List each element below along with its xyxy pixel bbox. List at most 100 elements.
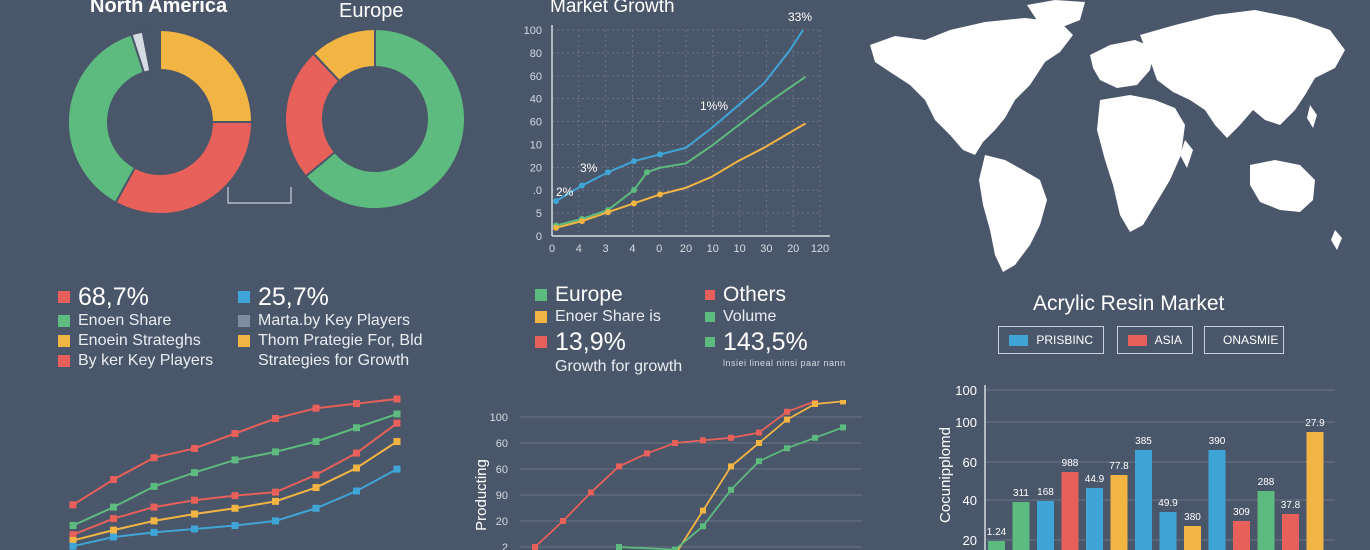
bar-data-label: 27.9 [1305, 418, 1325, 429]
bm-point [784, 416, 790, 423]
stat-swatch [535, 311, 547, 323]
stats-center: Europe Enoer Share is 13,9% Growth for g… [535, 283, 682, 377]
bl-point [69, 542, 77, 550]
donut-slice [159, 28, 254, 123]
bar-data-label: 385 [1135, 436, 1152, 447]
growth-x-tick: 0 [549, 243, 555, 255]
bl-point [353, 400, 360, 408]
bar-mark [1233, 521, 1250, 550]
stat-mid-row: Marta.by Key Players [238, 311, 423, 331]
stat-mid-label: Strategies for Growth [258, 352, 410, 369]
legend-swatch [1128, 334, 1147, 346]
stat-center-row: Europe [535, 283, 682, 307]
bl-point [191, 525, 198, 533]
stat-swatch-empty [535, 361, 547, 373]
donut-slice [304, 27, 466, 210]
bm-point [728, 463, 734, 470]
stat-swatch [58, 291, 70, 303]
stat-right-row: Others [705, 283, 846, 307]
donut-north-america-title: North America [90, 0, 228, 17]
bl-point [312, 504, 320, 512]
stat-swatch [58, 335, 70, 347]
legend-swatch [1009, 334, 1029, 346]
bl-point [150, 528, 158, 536]
acrylic-resin-bar-chart: 100 100 60 40 20 Cocunipplomd 1.24 311 168 988 44… [937, 383, 1335, 550]
growth-y-tick: 60 [530, 117, 542, 129]
stat-swatch [58, 315, 70, 327]
bm-point [840, 400, 846, 405]
legend-label: ASIA [1154, 333, 1182, 347]
bl-point [150, 503, 158, 511]
stat-swatch [238, 335, 250, 347]
growth-point [553, 224, 559, 231]
bm-point [700, 437, 706, 444]
stat-center-heading: Europe [555, 283, 623, 306]
bar-y-tick: 40 [963, 493, 977, 508]
legend-label: PRISBINC [1036, 333, 1093, 347]
bm-point [728, 486, 734, 493]
bar-mark [1208, 450, 1226, 550]
stat-swatch [58, 355, 70, 367]
stat-mid-label: Marta.by Key Players [258, 312, 411, 329]
bar-mark [1012, 502, 1030, 550]
world-map-icon [870, 0, 1345, 272]
bar-mark [1061, 472, 1079, 550]
stat-center-row: Enoer Share is [535, 307, 682, 327]
growth-point [605, 209, 611, 216]
donut-slice [141, 28, 161, 73]
growth-annotation: 2% [556, 185, 574, 199]
bottom-left-line-chart [69, 395, 401, 550]
legend-item: PRISBINC [998, 326, 1104, 354]
bl-point [110, 503, 117, 511]
stat-swatch [238, 315, 250, 327]
legend-item: ASIA [1117, 326, 1193, 354]
bl-series-line [72, 422, 398, 536]
bm-point [700, 507, 706, 514]
bm-point [616, 463, 622, 470]
stat-mid-label: Thom Prategie For, Bld [258, 332, 423, 349]
acrylic-resin-title: Acrylic Resin Market [1033, 292, 1225, 315]
bm-point [756, 429, 762, 436]
bl-point [231, 430, 239, 437]
bl-point [393, 438, 401, 446]
stat-left-label: Enoen Share [78, 312, 172, 329]
bl-point [231, 504, 239, 512]
growth-annotation: 1%% [700, 99, 728, 113]
growth-x-tick: 20 [680, 243, 692, 255]
bar-y-label: Cocunipplomd [937, 427, 954, 523]
growth-y-tick: 5 [536, 208, 542, 220]
growth-y-tick: 10 [530, 139, 542, 151]
bm-y-tick: 90 [496, 490, 508, 502]
bar-data-label: 288 [1258, 477, 1275, 488]
bl-point [191, 469, 198, 477]
donut-north-america-chart [67, 28, 254, 215]
stat-mid-row: 25,7% [238, 283, 423, 311]
bl-point [150, 482, 158, 490]
bar-data-label: 309 [1233, 507, 1250, 518]
stat-mid-row: Thom Prategie For, Bld [238, 331, 423, 351]
stats-left: 68,7% Enoen Share Enoein Strateghs By ke… [58, 283, 213, 371]
bl-point [231, 492, 239, 500]
bl-point [110, 515, 117, 523]
stat-swatch-empty [705, 358, 715, 368]
bm-point [672, 546, 678, 550]
stat-left-label: By ker Key Players [78, 352, 214, 369]
bl-point [312, 484, 320, 492]
stat-center-label: Enoer Share is [555, 308, 661, 325]
growth-point [631, 158, 637, 165]
bar-mark [1159, 512, 1177, 550]
bm-point [532, 544, 538, 550]
stat-swatch [535, 336, 547, 348]
bl-point [110, 526, 117, 534]
bm-point [840, 424, 846, 431]
growth-x-tick: 120 [811, 243, 829, 255]
growth-point [631, 200, 637, 207]
stat-right-row: Volume [705, 307, 846, 327]
stat-center-row: Growth for growth [535, 357, 682, 377]
growth-point [644, 169, 650, 176]
bl-point [69, 536, 77, 544]
bar-y-tick: 100 [955, 383, 977, 398]
bl-point [272, 517, 279, 525]
bl-point [110, 476, 117, 483]
stat-swatch [535, 289, 547, 301]
